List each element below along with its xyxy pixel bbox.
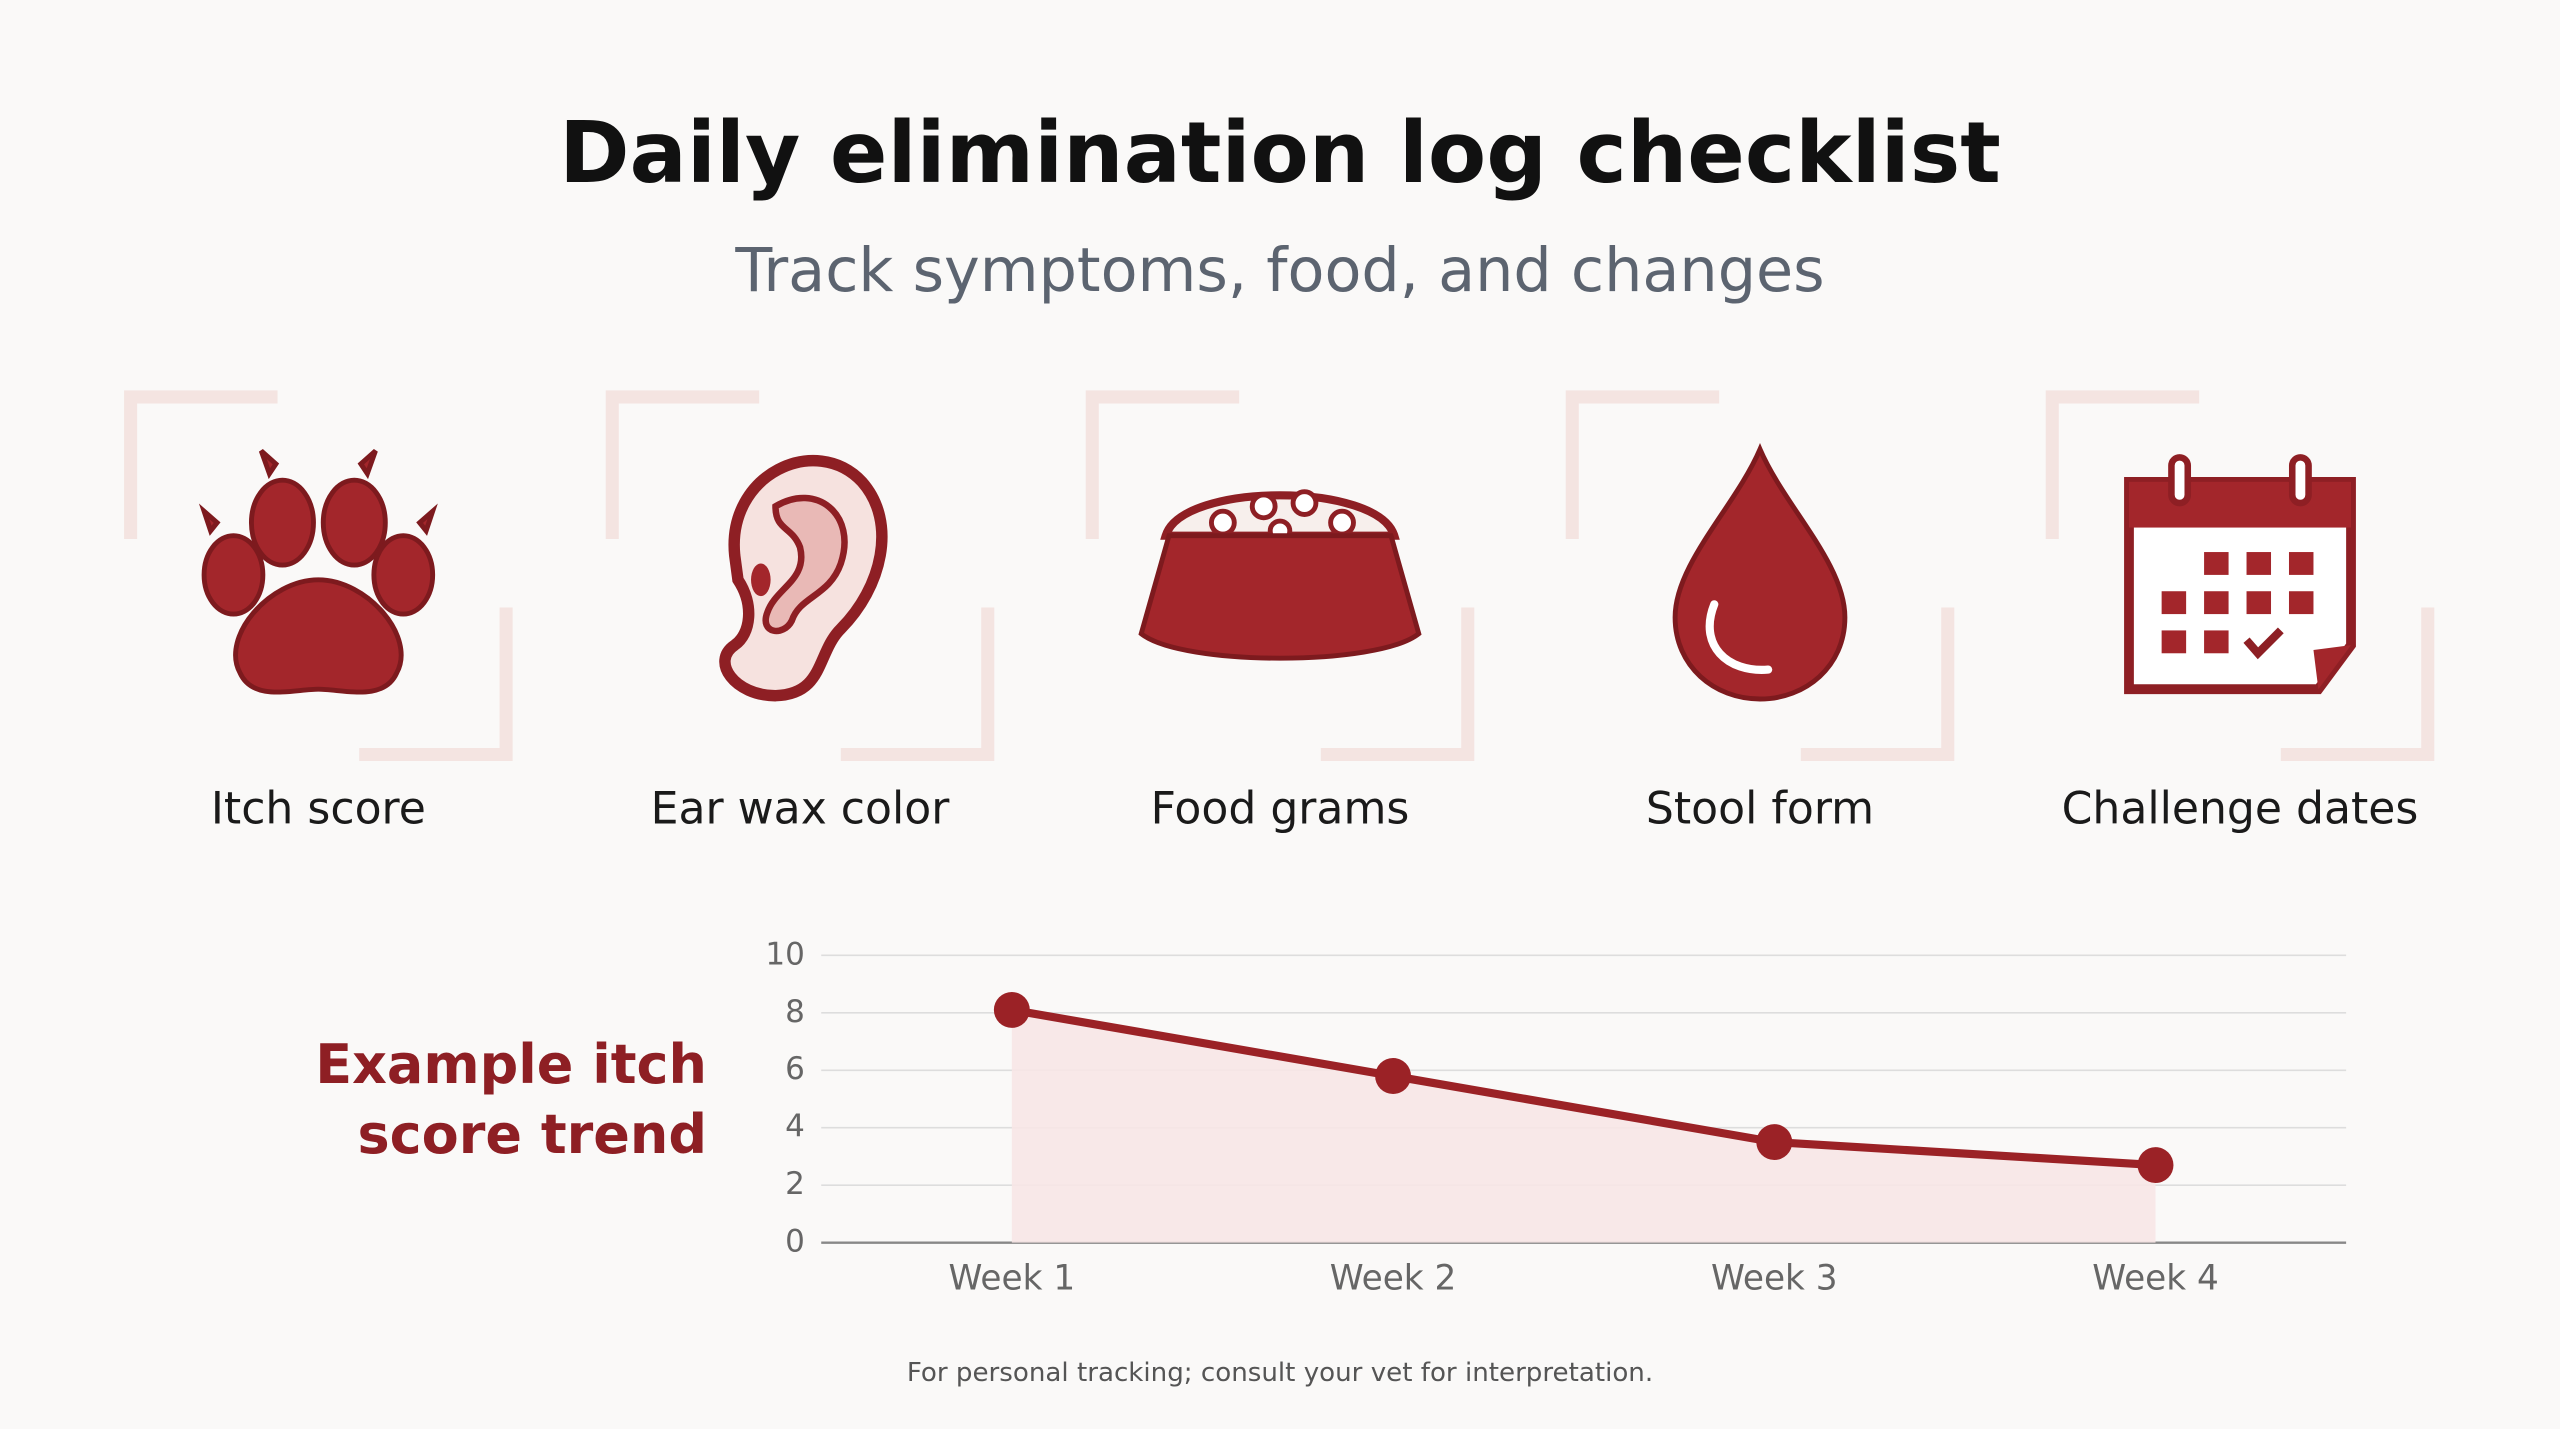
y-tick-label: 4 xyxy=(785,1109,805,1145)
checklist-label: Ear wax color xyxy=(651,784,951,835)
x-tick-label: Week 4 xyxy=(2092,1259,2219,1299)
drop-icon xyxy=(1672,442,1848,702)
ear-icon xyxy=(719,455,888,702)
x-tick-label: Week 3 xyxy=(1711,1259,1838,1299)
y-tick-label: 6 xyxy=(785,1051,805,1087)
checklist-label: Food grams xyxy=(1151,784,1410,835)
calendar-icon xyxy=(2124,454,2356,695)
point xyxy=(1756,1124,1793,1161)
footer-note: For personal tracking; consult your vet … xyxy=(907,1358,1653,1388)
point xyxy=(993,991,1030,1028)
point xyxy=(2137,1147,2174,1184)
area xyxy=(1011,1009,2156,1243)
paw-icon xyxy=(198,448,438,695)
y-tick-label: 2 xyxy=(785,1166,805,1202)
point xyxy=(1375,1058,1412,1094)
brackets xyxy=(124,390,2435,762)
chart-title: Example itch score trend xyxy=(315,1033,707,1166)
checklist-label: Stool form xyxy=(1646,784,1874,835)
subtitle: Track symptoms, food, and changes xyxy=(734,236,1824,306)
y-tick-label: 0 xyxy=(785,1224,805,1260)
checklist-label: Itch score xyxy=(211,784,426,835)
x-tick-label: Week 1 xyxy=(949,1259,1076,1299)
y-tick-label: 8 xyxy=(785,994,805,1030)
x-tick-label: Week 2 xyxy=(1330,1259,1457,1299)
line xyxy=(1011,1005,2156,1170)
bowl-icon xyxy=(1138,489,1422,661)
title: Daily elimination log checklist xyxy=(559,104,2001,203)
y-tick-label: 10 xyxy=(765,936,804,972)
checklist-label: Challenge dates xyxy=(2062,784,2419,835)
